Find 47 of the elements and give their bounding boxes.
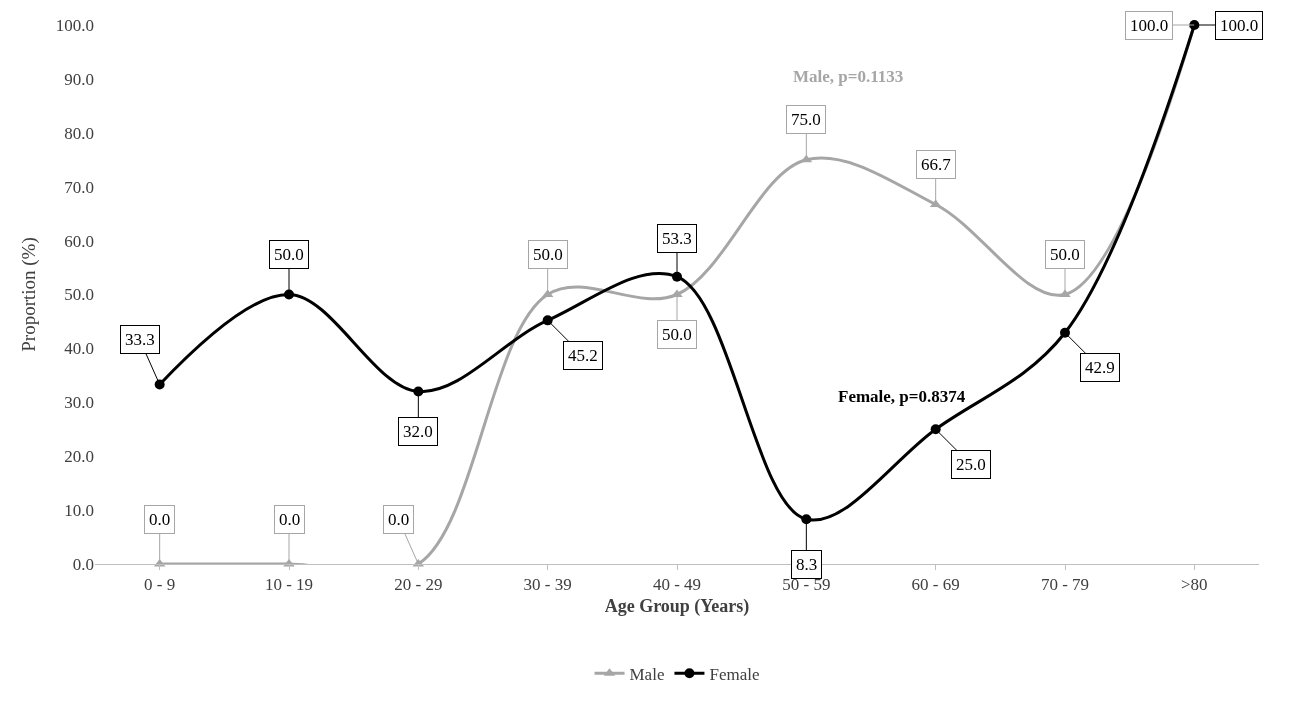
x-tick-label: 10 - 19 (264, 575, 314, 595)
y-tick-label: 100.0 (55, 15, 94, 35)
point (801, 514, 812, 525)
y-tick-label: 80.0 (64, 123, 94, 143)
x-tick-label: >80 (1181, 575, 1208, 595)
x-axis-title: Age Group (Years) (604, 595, 750, 617)
x-tick-label: 50 - 59 (782, 575, 831, 595)
data-label: 100.0 (1130, 16, 1169, 35)
data-label: 75.0 (791, 110, 821, 129)
data-label: 50.0 (662, 325, 692, 344)
x-tick-label: 70 - 79 (1040, 575, 1090, 595)
x-tick-label: 20 - 29 (394, 575, 443, 595)
y-tick-label: 30.0 (64, 393, 94, 413)
legend-label: Male (629, 664, 665, 684)
data-label: 66.7 (921, 155, 952, 174)
point (930, 424, 941, 435)
data-label: 8.3 (796, 555, 818, 574)
y-tick-label: 10.0 (64, 501, 94, 521)
data-label: 50.0 (533, 245, 563, 264)
annotation: Male, p=0.1133 (793, 67, 904, 86)
data-label: 0.0 (388, 510, 410, 529)
y-tick-label: 60.0 (64, 231, 94, 251)
x-tick-label: 0 - 9 (144, 575, 176, 595)
data-label: 100.0 (1220, 16, 1259, 35)
y-tick-label: 90.0 (64, 69, 94, 89)
data-label: 25.0 (956, 455, 986, 474)
y-tick-label: 20.0 (64, 447, 94, 467)
x-tick-label: 60 - 69 (911, 575, 960, 595)
y-tick-label: 70.0 (64, 177, 94, 197)
y-tick-label: 40.0 (64, 339, 94, 359)
legend-label: Female (709, 664, 760, 684)
data-label: 50.0 (274, 245, 304, 264)
data-label: 32.0 (403, 422, 433, 441)
x-tick-label: 30 - 39 (523, 575, 572, 595)
y-tick-label: 0.0 (72, 554, 94, 574)
y-tick-label: 50.0 (64, 285, 94, 305)
point (413, 386, 424, 397)
data-label: 45.2 (568, 346, 598, 365)
annotation: Female, p=0.8374 (838, 387, 966, 406)
y-axis-title: Proportion (%) (17, 237, 40, 352)
data-label: 0.0 (149, 510, 171, 529)
data-label: 53.3 (662, 229, 692, 248)
data-label: 50.0 (1050, 245, 1080, 264)
data-label: 0.0 (279, 510, 301, 529)
data-label: 42.9 (1085, 358, 1115, 377)
data-label: 33.3 (125, 330, 155, 349)
x-tick-label: 40 - 49 (652, 575, 702, 595)
